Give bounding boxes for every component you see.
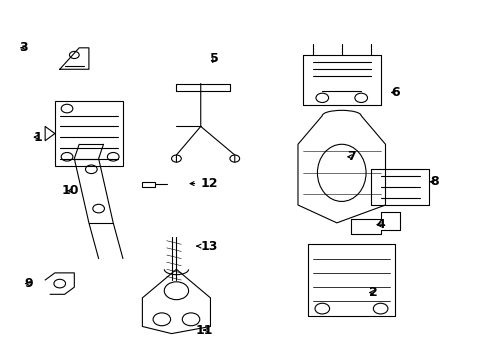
Text: 12: 12 xyxy=(190,177,217,190)
Text: 3: 3 xyxy=(20,41,28,54)
Text: 1: 1 xyxy=(34,131,42,144)
Text: 13: 13 xyxy=(197,240,217,253)
Text: 2: 2 xyxy=(369,286,377,299)
Text: 9: 9 xyxy=(24,277,33,290)
Bar xyxy=(55,102,122,166)
Text: 11: 11 xyxy=(195,324,212,337)
Text: 5: 5 xyxy=(210,52,219,65)
Text: 8: 8 xyxy=(429,175,438,188)
Text: 7: 7 xyxy=(347,150,356,163)
Text: 6: 6 xyxy=(391,86,399,99)
Text: 10: 10 xyxy=(61,184,79,197)
Text: 4: 4 xyxy=(376,218,385,231)
Bar xyxy=(142,182,154,187)
